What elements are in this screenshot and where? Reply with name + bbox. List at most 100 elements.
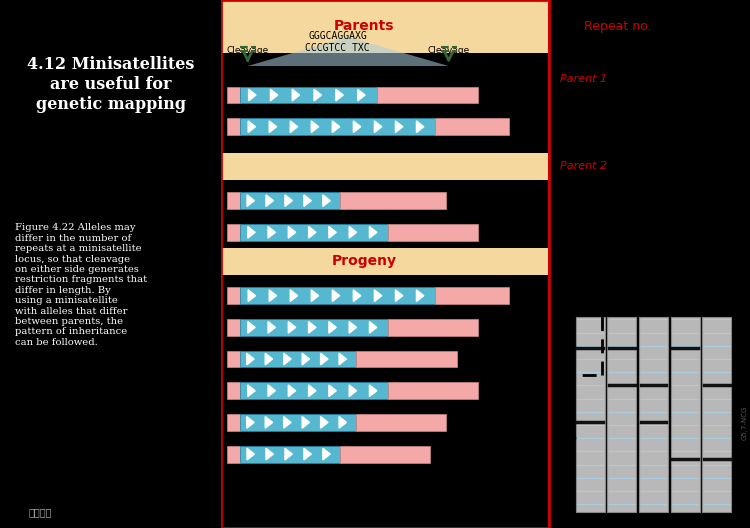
Polygon shape — [350, 227, 356, 238]
Text: 6: 6 — [560, 416, 568, 429]
Bar — [221, 0, 549, 528]
Bar — [340, 446, 430, 463]
Polygon shape — [248, 385, 255, 397]
Text: 5: 5 — [560, 448, 568, 460]
Text: G5,7-NCG: G5,7-NCG — [742, 405, 748, 440]
Polygon shape — [266, 417, 272, 428]
Polygon shape — [247, 448, 254, 460]
Bar — [221, 248, 549, 275]
Bar — [226, 118, 240, 135]
Polygon shape — [328, 385, 336, 397]
Text: 6: 6 — [560, 89, 568, 101]
Polygon shape — [353, 121, 361, 133]
Polygon shape — [370, 227, 376, 238]
Text: 9: 9 — [560, 289, 568, 302]
Polygon shape — [328, 227, 336, 238]
Polygon shape — [322, 448, 330, 460]
Bar — [240, 118, 436, 135]
Polygon shape — [332, 290, 340, 301]
Bar — [240, 319, 388, 336]
Text: Cleavage: Cleavage — [226, 46, 268, 55]
Polygon shape — [248, 227, 255, 238]
Bar — [221, 153, 549, 180]
Polygon shape — [247, 195, 254, 206]
Text: Repeat no.: Repeat no. — [584, 20, 652, 33]
Polygon shape — [269, 290, 277, 301]
Bar — [226, 446, 240, 463]
Bar — [240, 414, 356, 431]
Polygon shape — [311, 290, 319, 301]
Polygon shape — [416, 290, 424, 301]
Bar — [356, 414, 446, 431]
Polygon shape — [271, 89, 278, 101]
Text: 6: 6 — [560, 353, 568, 365]
Polygon shape — [268, 227, 275, 238]
Bar — [377, 87, 478, 103]
Polygon shape — [308, 227, 316, 238]
Bar — [240, 224, 388, 241]
Polygon shape — [302, 417, 310, 428]
Polygon shape — [288, 385, 296, 397]
Polygon shape — [266, 195, 273, 206]
Polygon shape — [304, 195, 311, 206]
Polygon shape — [285, 448, 292, 460]
Polygon shape — [374, 121, 382, 133]
Polygon shape — [247, 353, 254, 365]
Polygon shape — [248, 322, 255, 333]
Polygon shape — [339, 417, 346, 428]
Bar — [356, 351, 457, 367]
Bar — [226, 287, 240, 304]
Polygon shape — [314, 89, 322, 101]
Bar — [226, 351, 240, 367]
Text: Parent 1: Parent 1 — [560, 74, 607, 84]
Bar — [340, 192, 446, 209]
Polygon shape — [269, 121, 277, 133]
Polygon shape — [292, 89, 300, 101]
Polygon shape — [395, 290, 403, 301]
Bar — [388, 224, 478, 241]
Text: Progeny: Progeny — [332, 254, 397, 268]
Bar — [240, 382, 388, 399]
Polygon shape — [285, 195, 292, 206]
Polygon shape — [248, 121, 256, 133]
Bar — [240, 287, 436, 304]
Polygon shape — [358, 89, 365, 101]
Text: 7: 7 — [560, 384, 568, 397]
Bar — [240, 192, 340, 209]
Polygon shape — [290, 121, 298, 133]
Bar — [240, 351, 356, 367]
Polygon shape — [395, 121, 403, 133]
Bar — [608, 317, 636, 512]
Polygon shape — [308, 322, 316, 333]
Bar — [240, 87, 377, 103]
Bar — [226, 414, 240, 431]
Bar — [639, 317, 668, 512]
Bar — [226, 224, 240, 241]
Text: 5: 5 — [560, 194, 568, 207]
Bar — [670, 317, 700, 512]
Polygon shape — [336, 89, 344, 101]
Polygon shape — [268, 385, 275, 397]
Polygon shape — [374, 290, 382, 301]
Bar — [388, 319, 478, 336]
Polygon shape — [266, 353, 272, 365]
Bar — [226, 87, 240, 103]
Bar — [221, 0, 549, 53]
Polygon shape — [248, 37, 448, 66]
Text: GGGCAGGAXG
CCCGTCC TXC: GGGCAGGAXG CCCGTCC TXC — [305, 32, 370, 53]
Text: Parents: Parents — [334, 20, 394, 33]
Polygon shape — [322, 195, 330, 206]
Polygon shape — [288, 322, 296, 333]
Polygon shape — [247, 417, 254, 428]
Polygon shape — [370, 385, 376, 397]
Bar — [436, 287, 509, 304]
Text: Parent 2: Parent 2 — [560, 162, 607, 171]
Polygon shape — [332, 121, 340, 133]
Polygon shape — [350, 322, 356, 333]
Polygon shape — [248, 89, 256, 101]
Polygon shape — [339, 353, 346, 365]
Polygon shape — [288, 227, 296, 238]
Bar — [226, 319, 240, 336]
Text: Cleavage: Cleavage — [427, 46, 470, 55]
Bar — [388, 382, 478, 399]
